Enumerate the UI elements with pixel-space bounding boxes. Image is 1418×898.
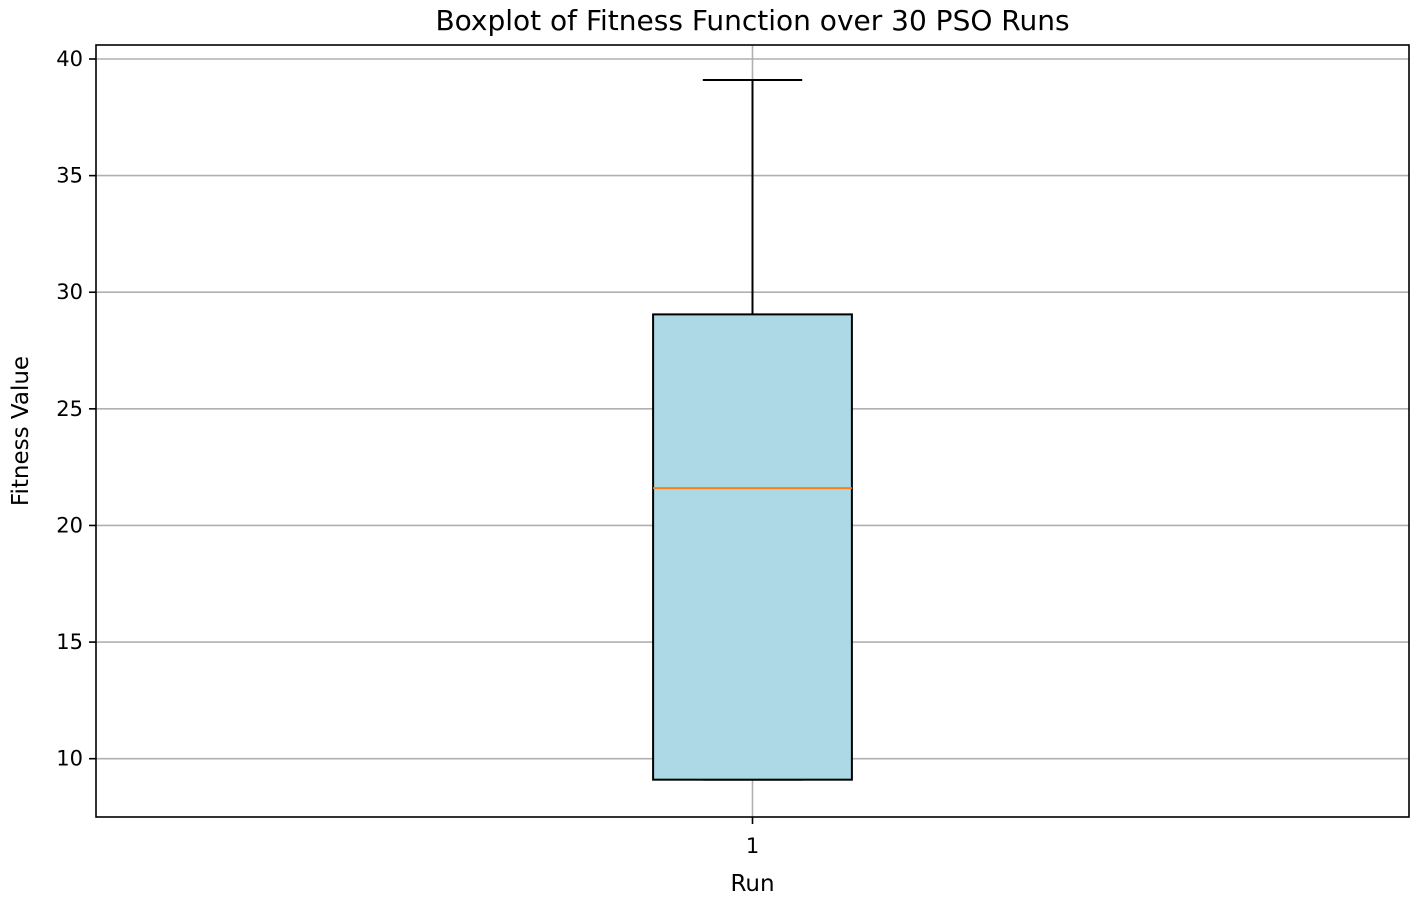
y-tick-label: 15 — [56, 630, 83, 654]
y-tick-label: 10 — [56, 747, 83, 771]
box-group — [652, 78, 853, 781]
y-tick-label: 35 — [56, 164, 83, 188]
box-1 — [652, 78, 853, 781]
y-tick-label: 20 — [56, 513, 83, 537]
axis-ticks: 10 15 20 25 30 35 40 1 — [56, 47, 759, 858]
chart-title: Boxplot of Fitness Function over 30 PSO … — [435, 4, 1069, 37]
y-tick-label: 30 — [56, 280, 83, 304]
x-tick-label: 1 — [746, 834, 759, 858]
y-tick-label: 25 — [56, 397, 83, 421]
y-axis-label: Fitness Value — [8, 356, 34, 506]
box-body — [652, 313, 853, 781]
x-axis-label: Run — [730, 871, 774, 897]
y-tick-label: 40 — [56, 47, 83, 71]
